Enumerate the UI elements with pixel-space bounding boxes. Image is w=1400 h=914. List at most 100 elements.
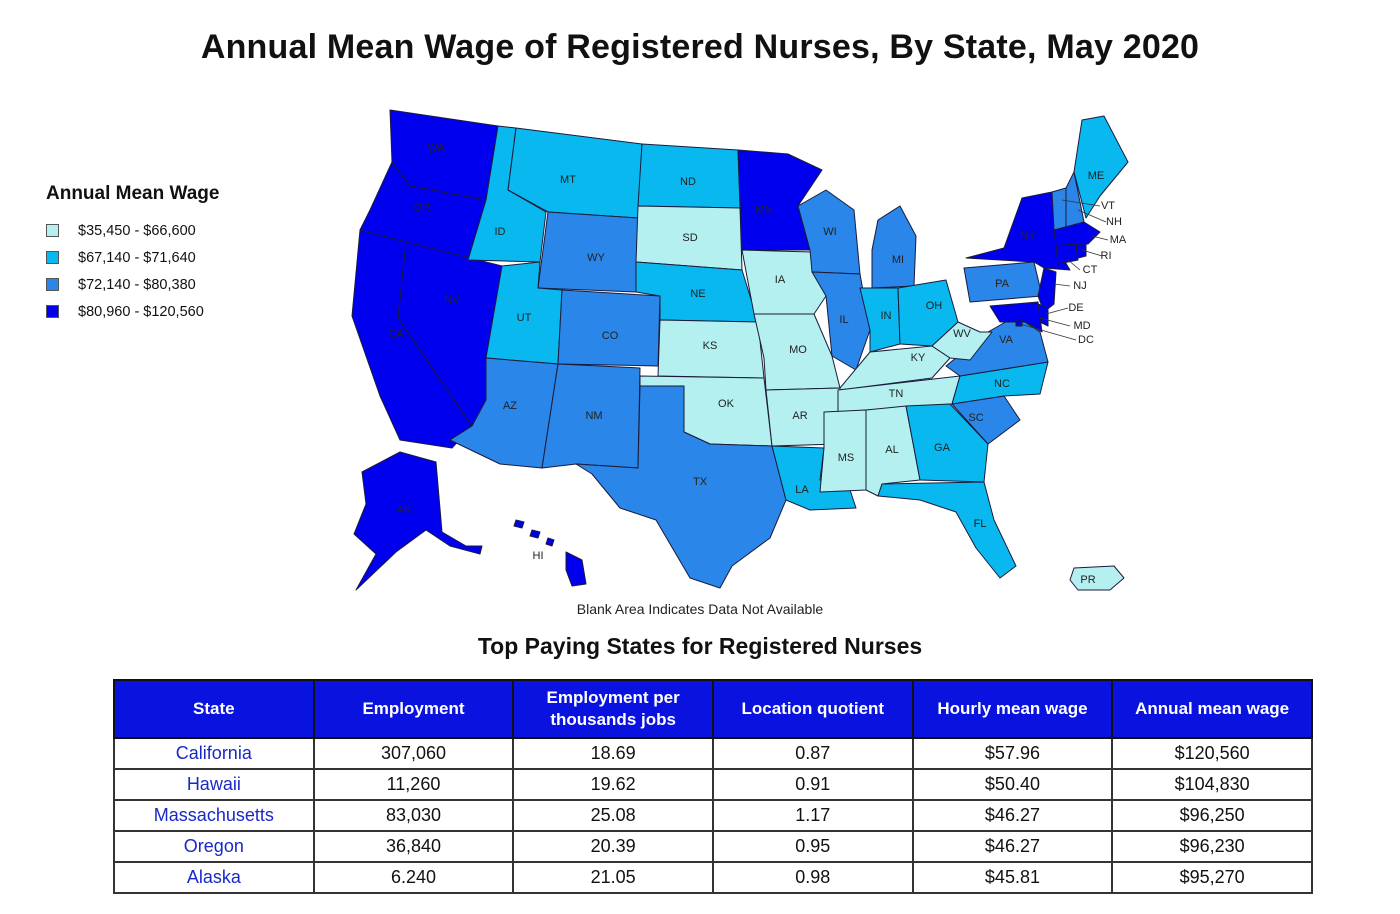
legend-label: $67,140 - $71,640 bbox=[78, 249, 196, 266]
state-link[interactable]: Oregon bbox=[113, 830, 315, 863]
employment-cell: 6.240 bbox=[312, 861, 515, 894]
hourly-wage-cell: $45.81 bbox=[911, 861, 1114, 894]
top-paying-states-table: State Employment Employment per thousand… bbox=[113, 679, 1313, 894]
column-header: Annual mean wage bbox=[1111, 679, 1313, 739]
hourly-wage-cell: $57.96 bbox=[911, 737, 1114, 770]
state-ct bbox=[1055, 243, 1079, 265]
hourly-wage-cell: $50.40 bbox=[911, 768, 1114, 801]
state-ri bbox=[1075, 243, 1087, 259]
state-label: MN bbox=[755, 204, 772, 216]
state-ms bbox=[819, 409, 867, 493]
state-link[interactable]: Hawaii bbox=[113, 768, 315, 801]
state-hi bbox=[513, 519, 587, 587]
state-label: OK bbox=[718, 398, 735, 410]
state-label: FL bbox=[974, 518, 987, 530]
leader-lines bbox=[1019, 199, 1109, 341]
state-tx bbox=[575, 385, 787, 589]
annual-wage-cell: $96,230 bbox=[1111, 830, 1313, 863]
location-quotient-cell: 0.91 bbox=[711, 768, 914, 801]
state-label: AK bbox=[397, 504, 412, 516]
state-label: NM bbox=[585, 410, 602, 422]
annual-wage-cell: $96,250 bbox=[1111, 799, 1313, 832]
state-label: IL bbox=[839, 314, 848, 326]
state-label: CA bbox=[388, 328, 404, 340]
state-fl bbox=[877, 481, 1017, 579]
state-dc bbox=[1015, 319, 1023, 327]
state-label: AZ bbox=[503, 400, 517, 412]
state-label: DC bbox=[1078, 334, 1094, 346]
state-me bbox=[1073, 115, 1129, 219]
state-label: VT bbox=[1101, 200, 1115, 212]
legend-item: $35,450 - $66,600 bbox=[46, 217, 219, 244]
state-label: CO bbox=[602, 330, 619, 342]
hourly-wage-cell: $46.27 bbox=[911, 799, 1114, 832]
state-in bbox=[859, 287, 901, 353]
state-wv bbox=[931, 321, 993, 361]
table-row: Oregon 36,840 20.39 0.95 $46.27 $96,230 bbox=[113, 830, 1313, 863]
employment-per-thousand-cell: 19.62 bbox=[512, 768, 714, 801]
state-label: GA bbox=[934, 442, 951, 454]
state-label: LA bbox=[795, 484, 809, 496]
state-vt bbox=[1051, 187, 1067, 231]
employment-per-thousand-cell: 21.05 bbox=[512, 861, 714, 894]
us-map: WA OR CA NV ID MT WY UT CO AZ NM ND SD N… bbox=[340, 100, 1140, 600]
state-label: SD bbox=[682, 232, 697, 244]
employment-cell: 11,260 bbox=[312, 768, 515, 801]
state-label: NH bbox=[1106, 216, 1122, 228]
employment-cell: 36,840 bbox=[312, 830, 515, 863]
map-note: Blank Area Indicates Data Not Available bbox=[576, 601, 824, 617]
table-title: Top Paying States for Registered Nurses bbox=[477, 633, 923, 659]
state-label: HI bbox=[533, 550, 544, 562]
state-label: UT bbox=[517, 312, 532, 324]
state-ia bbox=[741, 249, 827, 315]
legend-swatch bbox=[46, 305, 59, 318]
state-label: MA bbox=[1110, 234, 1127, 246]
table-row: Alaska 6.240 21.05 0.98 $45.81 $95,270 bbox=[113, 861, 1313, 894]
state-label: OH bbox=[926, 300, 943, 312]
legend-item: $72,140 - $80,380 bbox=[46, 271, 219, 298]
state-label: NY bbox=[1020, 230, 1036, 242]
legend-swatch bbox=[46, 224, 59, 237]
state-label: MS bbox=[838, 452, 855, 464]
column-header: State bbox=[113, 679, 315, 739]
state-label: MT bbox=[560, 174, 576, 186]
state-label: NC bbox=[994, 378, 1010, 390]
column-header: Location quotient bbox=[711, 679, 914, 739]
state-link[interactable]: Massachusetts bbox=[113, 799, 315, 832]
column-header: Employment bbox=[312, 679, 515, 739]
employment-cell: 83,030 bbox=[312, 799, 515, 832]
state-nj bbox=[1037, 267, 1057, 313]
state-label: ME bbox=[1088, 170, 1105, 182]
employment-per-thousand-cell: 18.69 bbox=[512, 737, 714, 770]
state-label: WY bbox=[587, 252, 605, 264]
state-label: WV bbox=[953, 328, 971, 340]
state-link[interactable]: California bbox=[113, 737, 315, 770]
state-label: IA bbox=[775, 274, 786, 286]
state-label: PR bbox=[1080, 574, 1095, 586]
state-label: TN bbox=[889, 388, 904, 400]
annual-wage-cell: $104,830 bbox=[1111, 768, 1313, 801]
table-row: Hawaii 11,260 19.62 0.91 $50.40 $104,830 bbox=[113, 768, 1313, 801]
state-label: OR bbox=[414, 202, 431, 214]
location-quotient-cell: 0.87 bbox=[711, 737, 914, 770]
state-label: MD bbox=[1073, 320, 1090, 332]
state-label: VA bbox=[999, 334, 1014, 346]
legend-item: $67,140 - $71,640 bbox=[46, 244, 219, 271]
page-title: Annual Mean Wage of Registered Nurses, B… bbox=[200, 28, 1200, 66]
state-label: MI bbox=[892, 254, 904, 266]
state-label: ND bbox=[680, 176, 696, 188]
legend-label: $35,450 - $66,600 bbox=[78, 222, 196, 239]
state-label: NV bbox=[444, 294, 460, 306]
annual-wage-cell: $120,560 bbox=[1111, 737, 1313, 770]
state-link[interactable]: Alaska bbox=[113, 861, 315, 894]
location-quotient-cell: 0.95 bbox=[711, 830, 914, 863]
table-row: California 307,060 18.69 0.87 $57.96 $12… bbox=[113, 737, 1313, 770]
legend: Annual Mean Wage $35,450 - $66,600 $67,1… bbox=[46, 183, 219, 325]
state-label: DE bbox=[1068, 302, 1083, 314]
state-label: NE bbox=[690, 288, 705, 300]
state-mi bbox=[871, 205, 917, 289]
employment-per-thousand-cell: 20.39 bbox=[512, 830, 714, 863]
state-md bbox=[989, 301, 1043, 333]
legend-label: $80,960 - $120,560 bbox=[78, 303, 204, 320]
state-label: WI bbox=[823, 226, 836, 238]
